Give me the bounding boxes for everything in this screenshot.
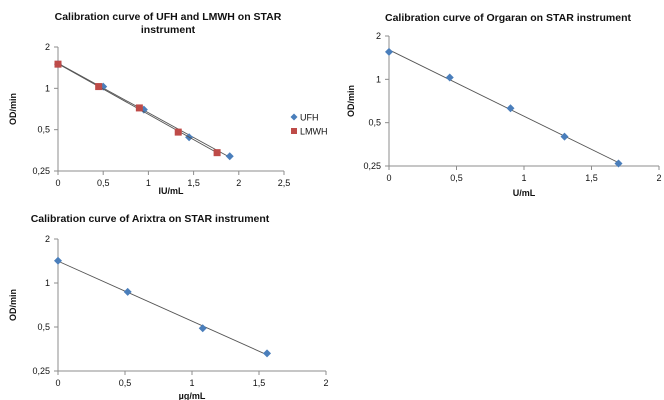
y-axis-label: OD/min	[8, 93, 18, 125]
series-0-point	[263, 349, 272, 358]
chart-ufh-lmwh-svg: Calibration curve of UFH and LMWH on STA…	[8, 11, 328, 196]
x-tick-label: 1,5	[187, 178, 200, 188]
lmwh-point	[95, 83, 103, 91]
x-tick-label: 2	[236, 178, 241, 188]
y-tick-label: 2	[45, 234, 50, 244]
x-tick-label: 1,5	[253, 378, 266, 388]
legend-ufh-label: UFH	[300, 113, 319, 123]
y-tick-label: 1	[376, 74, 381, 84]
y-tick-label: 0,5	[37, 322, 50, 332]
x-tick-label: 1,5	[585, 173, 598, 183]
series-0-point	[560, 132, 569, 141]
x-tick-label: 1	[189, 378, 194, 388]
y-tick-label: 1	[45, 278, 50, 288]
x-axis-label: U/mL	[513, 188, 536, 198]
series-0-point	[385, 47, 393, 56]
series-0-trendline	[388, 49, 619, 164]
y-tick-label: 0,25	[363, 161, 381, 171]
y-tick-label: 2	[45, 42, 50, 52]
x-tick-label: 0	[386, 173, 391, 183]
chart-title-line: Calibration curve of UFH and LMWH on STA…	[55, 11, 282, 23]
series-0-point	[506, 104, 515, 113]
y-tick-label: 0,5	[368, 118, 381, 128]
chart-orgaran: Calibration curve of Orgaran on STAR ins…	[340, 0, 664, 200]
y-tick-label: 1	[45, 83, 50, 93]
y-tick-label: 2	[376, 31, 381, 41]
ufh-point	[225, 152, 234, 161]
lmwh-point	[213, 149, 221, 157]
lmwh-point	[135, 104, 143, 112]
x-axis-label: IU/mL	[158, 186, 184, 196]
chart-title-line: Calibration curve of Orgaran on STAR ins…	[385, 12, 632, 24]
series-0-point	[198, 324, 207, 333]
chart-orgaran-svg: Calibration curve of Orgaran on STAR ins…	[346, 12, 662, 198]
series-0-point	[123, 287, 132, 296]
chart-title-line: Calibration curve of Arixtra on STAR ins…	[31, 213, 270, 225]
chart-title-line: instrument	[141, 24, 196, 36]
series-0-point	[54, 256, 62, 265]
lmwh-point	[174, 128, 182, 136]
legend-lmwh-label: LMWH	[300, 127, 328, 137]
legend-ufh-marker	[290, 113, 298, 121]
x-tick-label: 2,5	[278, 178, 291, 188]
y-axis-label: OD/min	[346, 85, 356, 117]
x-tick-label: 0	[55, 378, 60, 388]
y-tick-label: 0,5	[37, 125, 50, 135]
y-tick-label: 0,25	[32, 366, 50, 376]
chart-arixtra-svg: Calibration curve of Arixtra on STAR ins…	[8, 213, 329, 400]
chart-arixtra: Calibration curve of Arixtra on STAR ins…	[0, 205, 340, 400]
x-tick-label: 0	[55, 178, 60, 188]
y-axis-label: OD/min	[8, 289, 18, 321]
x-tick-label: 2	[656, 173, 661, 183]
x-tick-label: 0,5	[119, 378, 132, 388]
chart-ufh-lmwh: Calibration curve of UFH and LMWH on STA…	[0, 0, 340, 200]
x-tick-label: 2	[323, 378, 328, 388]
series-0-trendline	[57, 260, 268, 356]
x-tick-label: 1	[146, 178, 151, 188]
x-tick-label: 1	[521, 173, 526, 183]
x-tick-label: 0,5	[97, 178, 110, 188]
y-tick-label: 0,25	[32, 166, 50, 176]
x-axis-label: µg/mL	[179, 391, 206, 400]
x-tick-label: 0,5	[450, 173, 463, 183]
lmwh-point	[54, 60, 62, 68]
legend-lmwh-marker	[291, 128, 297, 134]
series-0-point	[614, 159, 623, 168]
series-0-point	[445, 73, 454, 82]
